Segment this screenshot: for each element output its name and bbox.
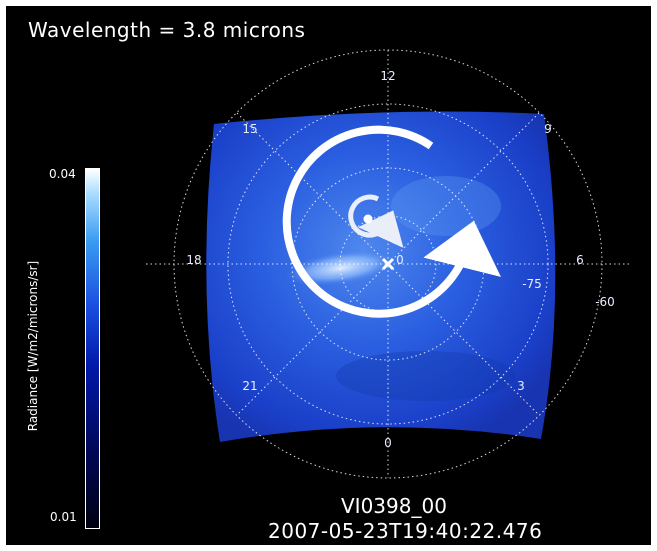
vortex-center-dot — [363, 214, 373, 224]
dark-region — [336, 351, 516, 401]
colorbar-min-label: 0.01 — [50, 510, 77, 524]
image-id: VI0398_00 — [341, 494, 447, 518]
bright-cloud-streak — [286, 250, 396, 286]
latitude-label-60: -60 — [595, 295, 615, 309]
polar-projection: 12 15 9 18 6 21 3 0 -75 -60 0 — [146, 49, 630, 479]
hour-label-15: 15 — [242, 122, 257, 136]
hour-label-18: 18 — [186, 253, 201, 267]
large-rotation-arrow-icon — [282, 125, 501, 318]
hour-label-6: 6 — [576, 253, 584, 267]
latitude-label-75: -75 — [522, 277, 542, 291]
colorbar — [85, 168, 100, 529]
small-vortex-arrow-icon — [348, 194, 404, 249]
hour-label-9: 9 — [544, 122, 552, 136]
colorbar-axis-label: Radiance [W/m2/microns/sr] — [26, 260, 40, 432]
wavelength-title: Wavelength = 3.8 microns — [28, 18, 306, 42]
image-frame: 12 15 9 18 6 21 3 0 -75 -60 0 Wavelength… — [6, 6, 651, 545]
center-label: 0 — [396, 253, 404, 267]
hour-label-21: 21 — [242, 379, 257, 393]
hour-label-12: 12 — [380, 69, 395, 83]
pole-cross-icon — [381, 257, 395, 271]
observation-timestamp: 2007-05-23T19:40:22.476 — [268, 519, 543, 543]
hour-label-0: 0 — [384, 436, 392, 450]
hour-label-3: 3 — [517, 379, 525, 393]
colorbar-max-label: 0.04 — [49, 167, 76, 181]
